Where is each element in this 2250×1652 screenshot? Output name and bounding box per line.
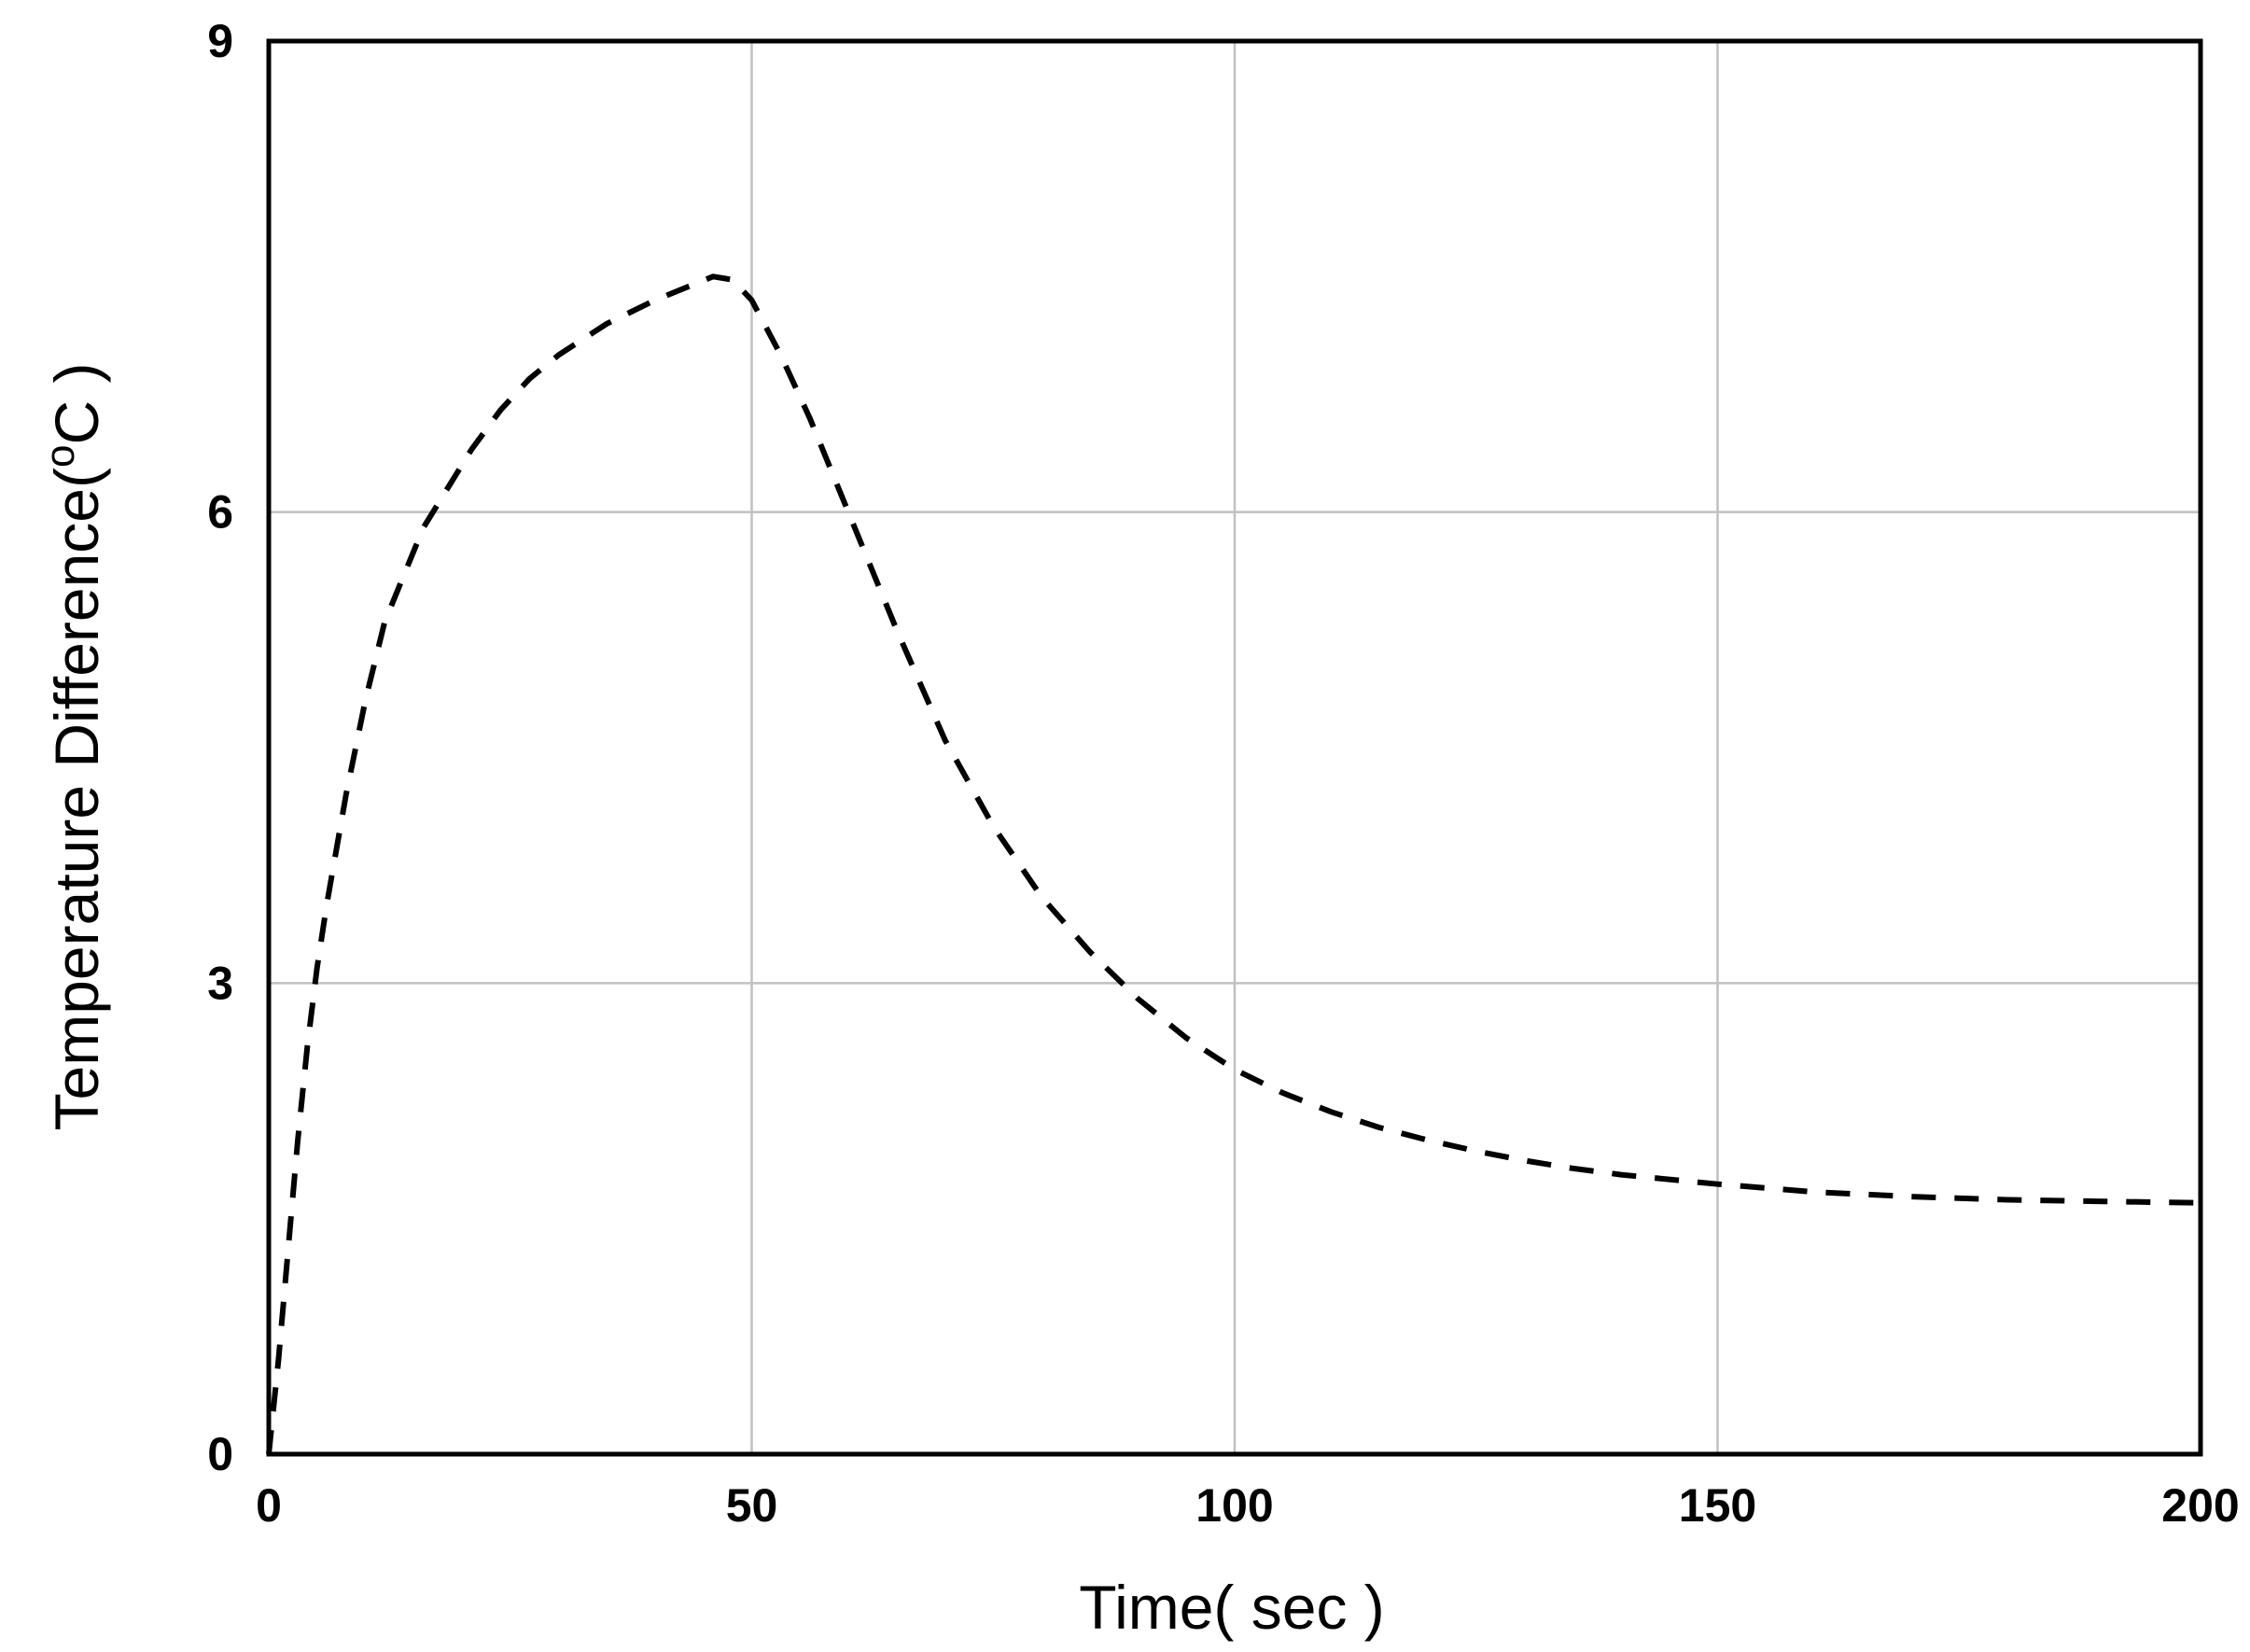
x-tick-labels: 0 50 100 150 200 bbox=[256, 1479, 2240, 1532]
gridlines bbox=[269, 41, 2201, 1454]
y-tick-label: 9 bbox=[207, 15, 233, 67]
x-axis-title: Time( sec ) bbox=[1079, 1573, 1385, 1642]
y-tick-label: 3 bbox=[207, 957, 233, 1009]
x-tick-label: 150 bbox=[1679, 1479, 1756, 1532]
x-tick-label: 200 bbox=[2161, 1479, 2239, 1532]
y-axis-title: Temperature Difference(oC ) bbox=[37, 363, 111, 1131]
plot-frame bbox=[266, 38, 2203, 1457]
y-axis-title-unit: C ) bbox=[42, 363, 111, 445]
y-axis-title-main: Temperature Difference( bbox=[42, 468, 111, 1130]
y-tick-label: 6 bbox=[207, 486, 233, 539]
y-axis-title-degree: o bbox=[37, 445, 83, 468]
x-tick-label: 50 bbox=[726, 1479, 778, 1532]
x-tick-label: 100 bbox=[1195, 1479, 1273, 1532]
y-tick-label: 0 bbox=[207, 1428, 233, 1480]
y-tick-labels: 0 3 6 9 bbox=[207, 15, 233, 1480]
x-tick-label: 0 bbox=[256, 1479, 282, 1532]
